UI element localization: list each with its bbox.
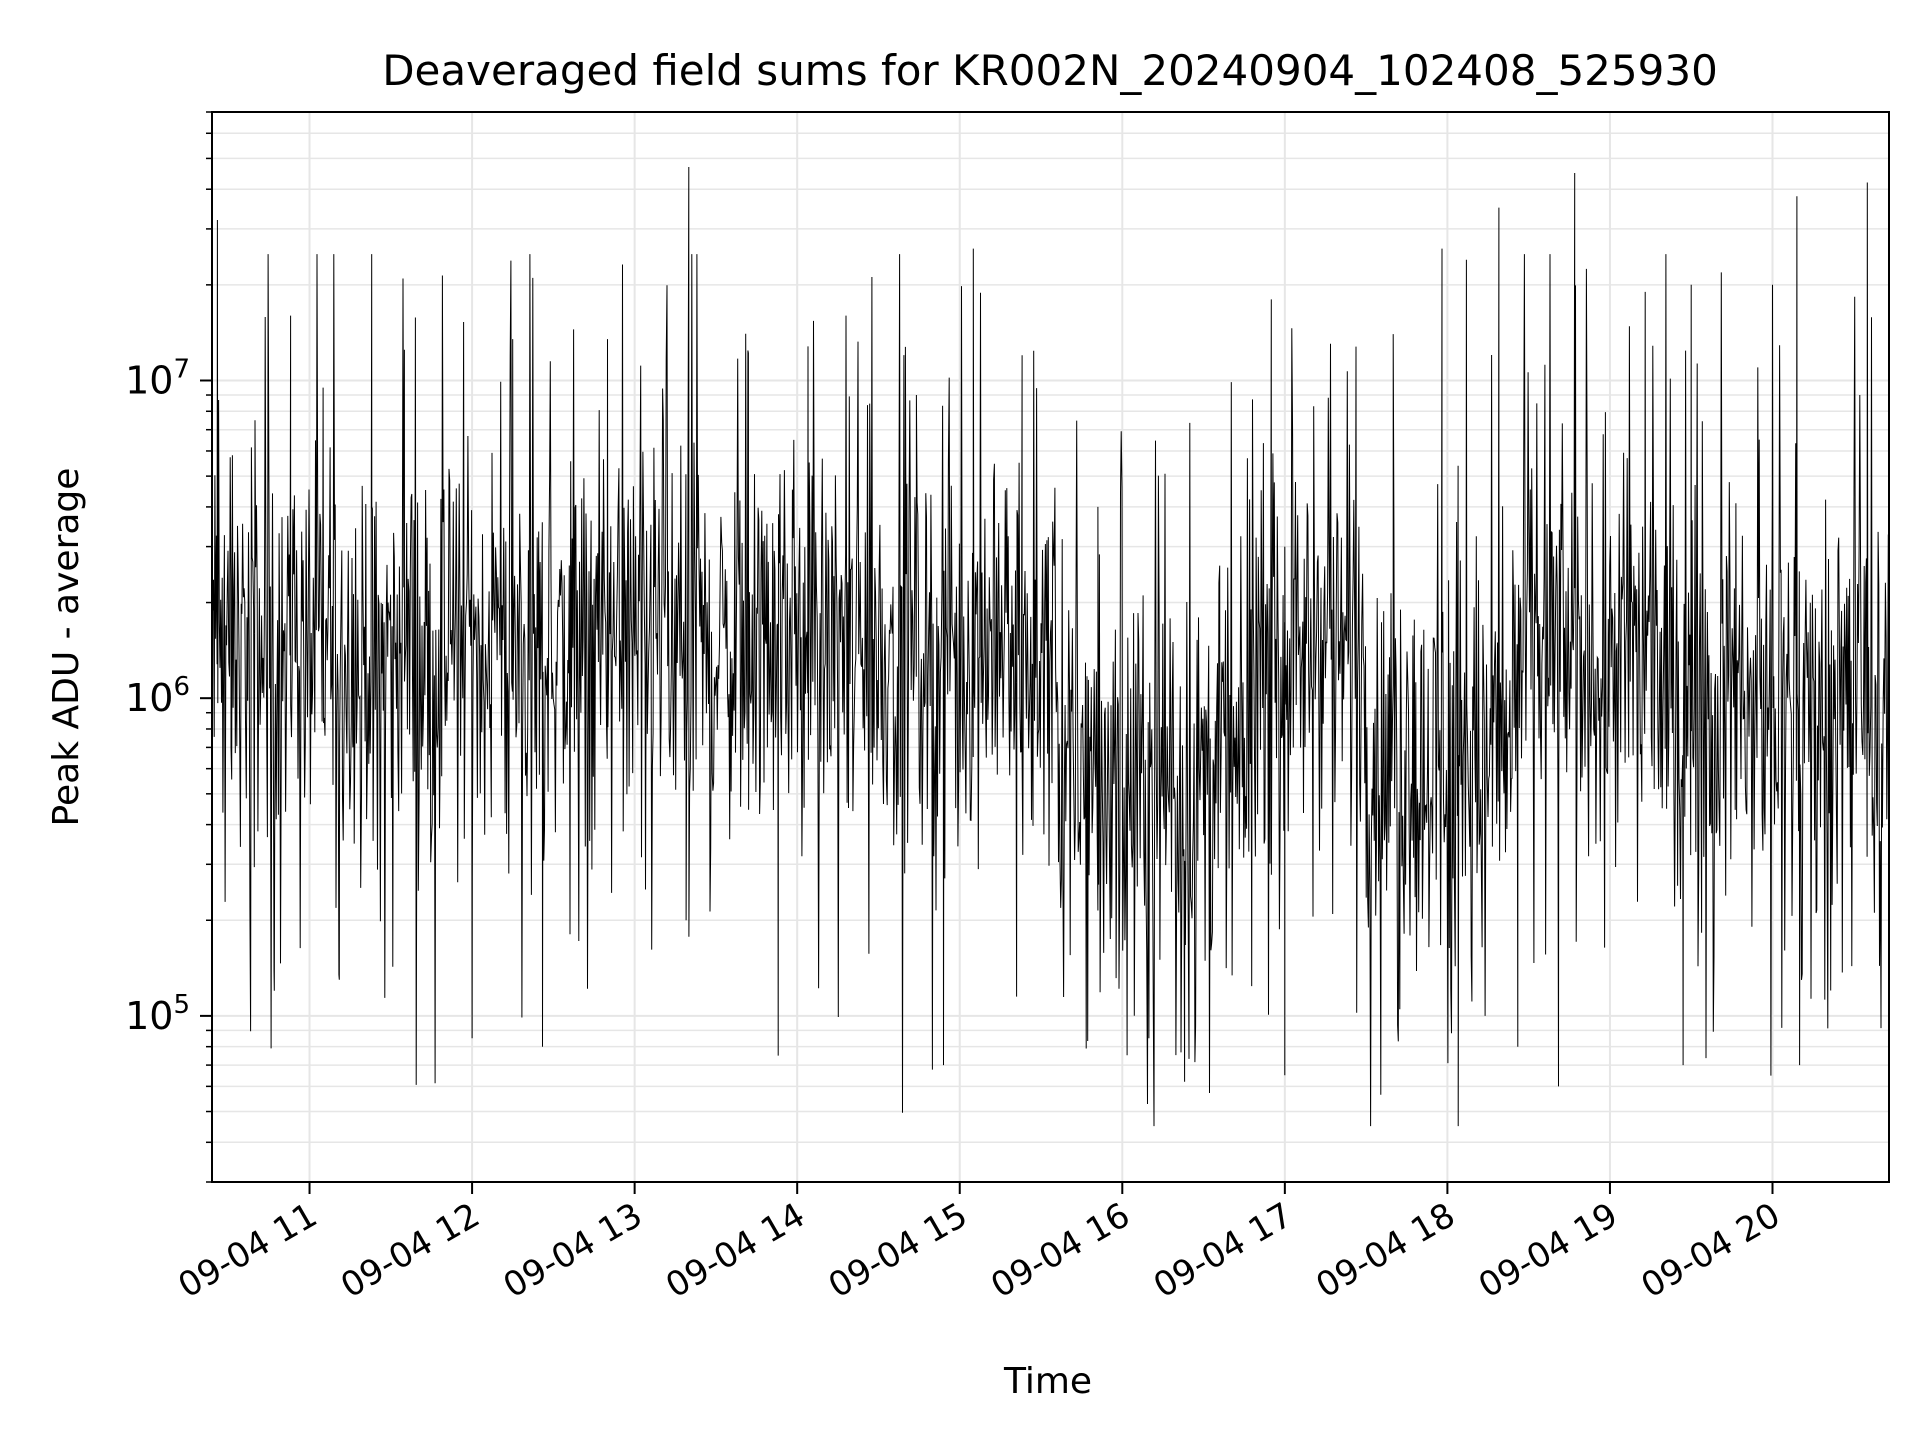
y-tick-label: 105 bbox=[125, 990, 190, 1038]
x-axis-label: Time bbox=[1003, 1361, 1092, 1402]
plot-frame bbox=[211, 111, 1890, 1183]
y-axis-label: Peak ADU - average bbox=[46, 468, 87, 827]
series-line bbox=[212, 166, 1889, 1127]
y-axis: 105 106 107 bbox=[125, 111, 212, 1183]
y-tick-label: 107 bbox=[125, 354, 190, 402]
y-tick-label: 106 bbox=[125, 672, 190, 720]
chart-title: Deaveraged field sums for KR002N_2024090… bbox=[382, 46, 1718, 95]
